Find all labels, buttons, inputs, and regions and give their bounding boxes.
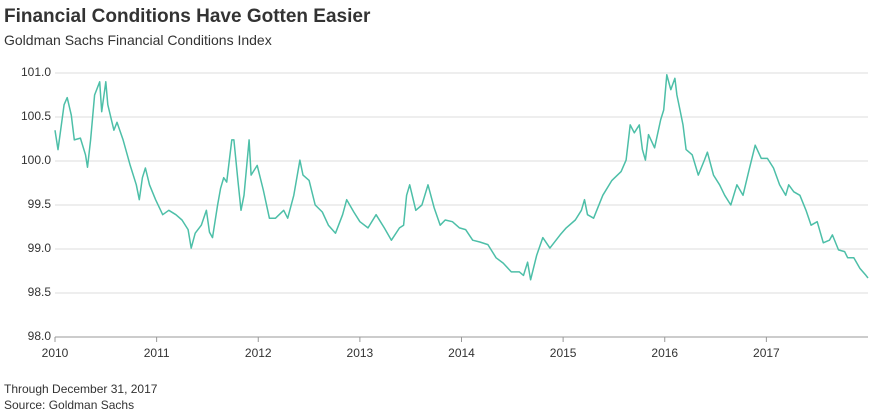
y-tick-label: 99.0 <box>28 241 52 255</box>
y-tick-label: 98.0 <box>28 329 52 343</box>
x-tick-label: 2015 <box>550 346 577 360</box>
y-tick-label: 100.5 <box>21 109 51 123</box>
x-tick-label: 2010 <box>42 346 69 360</box>
y-tick-label: 98.5 <box>28 285 52 299</box>
y-tick-label: 99.5 <box>28 197 52 211</box>
chart-title: Financial Conditions Have Gotten Easier <box>4 6 371 27</box>
x-tick-label: 2013 <box>347 346 374 360</box>
y-tick-label: 101.0 <box>21 65 51 79</box>
y-tick-label: 100.0 <box>21 153 51 167</box>
x-tick-label: 2014 <box>448 346 475 360</box>
x-tick-label: 2011 <box>144 346 170 360</box>
line <box>54 74 869 281</box>
chart-subtitle: Goldman Sachs Financial Conditions Index <box>4 32 272 48</box>
x-tick-label: 2017 <box>753 346 780 360</box>
note: Through December 31, 2017 <box>4 382 158 396</box>
x-tick-label: 2016 <box>651 346 678 360</box>
x-tick-label: 2012 <box>245 346 272 360</box>
source: Source: Goldman Sachs <box>4 398 134 412</box>
